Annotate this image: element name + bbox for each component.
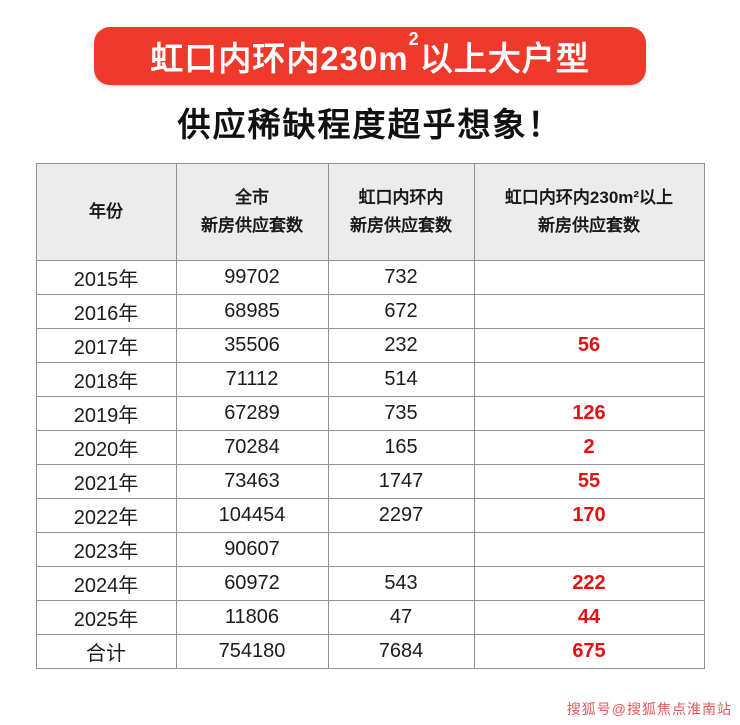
supply-table: 年份 全市 新房供应套数 虹口内环内 新房供应套数 虹口内环内230m²以上 新房供应…	[35, 163, 705, 669]
table-header: 年份 全市 新房供应套数 虹口内环内 新房供应套数 虹口内环内230m²以上 新房供应…	[35, 163, 705, 261]
year-cell: 2023年	[35, 532, 177, 567]
year-cell: 2025年	[35, 600, 177, 635]
table-row: 合计 754180 7684 675	[35, 634, 705, 669]
value-cell: 55	[473, 464, 705, 499]
value-cell	[473, 294, 705, 329]
table-row: 2018年 71112 514	[35, 362, 705, 397]
year-cell: 2016年	[35, 294, 177, 329]
column-header: 虹口内环内 新房供应套数	[327, 163, 475, 261]
year-cell: 2017年	[35, 328, 177, 363]
value-cell: 543	[327, 566, 475, 601]
value-cell: 170	[473, 498, 705, 533]
year-cell: 2015年	[35, 260, 177, 295]
table-row: 2019年 67289 735 126	[35, 396, 705, 431]
value-cell: 126	[473, 396, 705, 431]
table-row: 2025年 11806 47 44	[35, 600, 705, 635]
value-cell: 73463	[175, 464, 329, 499]
table-row: 2016年 68985 672	[35, 294, 705, 329]
banner-title-superscript: 2	[408, 29, 420, 49]
value-cell: 60972	[175, 566, 329, 601]
value-cell: 675	[473, 634, 705, 669]
value-cell: 2297	[327, 498, 475, 533]
banner-title-part1: 虹口内环内230m	[150, 40, 409, 77]
value-cell: 104454	[175, 498, 329, 533]
value-cell: 44	[473, 600, 705, 635]
table-row: 2021年 73463 1747 55	[35, 464, 705, 499]
value-cell: 1747	[327, 464, 475, 499]
value-cell: 2	[473, 430, 705, 465]
year-cell: 2019年	[35, 396, 177, 431]
year-cell: 2020年	[35, 430, 177, 465]
table-row: 2024年 60972 543 222	[35, 566, 705, 601]
table-row: 2022年 104454 2297 170	[35, 498, 705, 533]
value-cell	[473, 260, 705, 295]
value-cell: 70284	[175, 430, 329, 465]
value-cell: 222	[473, 566, 705, 601]
year-cell: 2018年	[35, 362, 177, 397]
value-cell: 11806	[175, 600, 329, 635]
value-cell: 754180	[175, 634, 329, 669]
subtitle: 供应稀缺程度超乎想象！	[177, 106, 563, 143]
column-header: 虹口内环内230m²以上 新房供应套数	[473, 163, 705, 261]
value-cell: 71112	[175, 362, 329, 397]
table-row: 2020年 70284 165 2	[35, 430, 705, 465]
value-cell: 514	[327, 362, 475, 397]
value-cell	[473, 532, 705, 567]
banner-title: 虹口内环内230m2以上大户型	[150, 29, 590, 80]
banner-title-part2: 以上大户型	[419, 40, 590, 77]
value-cell: 672	[327, 294, 475, 329]
table-body: 2015年 99702 732 2016年 68985 672 2017年 35506 232 5…	[35, 260, 705, 669]
table-row: 2017年 35506 232 56	[35, 328, 705, 363]
watermark: 搜狐号@搜狐焦点淮南站	[566, 701, 732, 717]
column-header: 全市 新房供应套数	[175, 163, 329, 261]
value-cell: 56	[473, 328, 705, 363]
value-cell: 232	[327, 328, 475, 363]
header-row: 年份 全市 新房供应套数 虹口内环内 新房供应套数 虹口内环内230m²以上 新房供应…	[35, 163, 705, 261]
value-cell	[473, 362, 705, 397]
value-cell: 47	[327, 600, 475, 635]
value-cell: 67289	[175, 396, 329, 431]
value-cell: 732	[327, 260, 475, 295]
value-cell: 735	[327, 396, 475, 431]
table-row: 2015年 99702 732	[35, 260, 705, 295]
column-header: 年份	[35, 163, 177, 261]
value-cell: 68985	[175, 294, 329, 329]
value-cell: 165	[327, 430, 475, 465]
value-cell: 35506	[175, 328, 329, 363]
year-cell: 2021年	[35, 464, 177, 499]
banner: 虹口内环内230m2以上大户型	[94, 27, 646, 85]
table-row: 2023年 90607	[35, 532, 705, 567]
year-cell: 2024年	[35, 566, 177, 601]
year-cell: 2022年	[35, 498, 177, 533]
value-cell	[327, 532, 475, 567]
value-cell: 7684	[327, 634, 475, 669]
value-cell: 99702	[175, 260, 329, 295]
year-cell: 合计	[35, 634, 177, 669]
value-cell: 90607	[175, 532, 329, 567]
